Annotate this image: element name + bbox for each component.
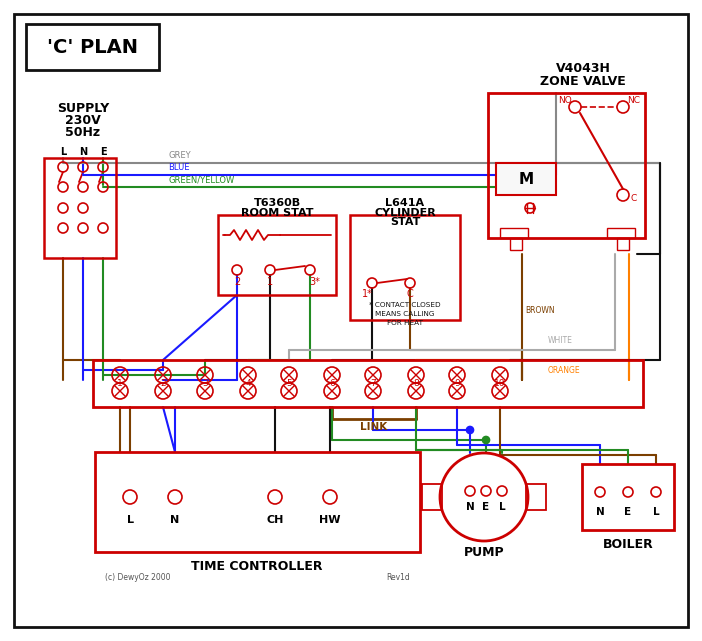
Text: GREEN/YELLOW: GREEN/YELLOW xyxy=(168,175,234,184)
Text: NC: NC xyxy=(628,96,640,104)
Text: SUPPLY: SUPPLY xyxy=(57,101,109,115)
Text: ZONE VALVE: ZONE VALVE xyxy=(540,74,626,88)
Text: Rev1d: Rev1d xyxy=(386,572,410,581)
Text: 2: 2 xyxy=(160,378,166,388)
Text: E: E xyxy=(625,507,632,517)
Bar xyxy=(617,238,629,250)
Text: C: C xyxy=(631,194,637,203)
Text: 'C' PLAN: 'C' PLAN xyxy=(46,38,138,56)
Text: BLUE: BLUE xyxy=(168,163,190,172)
Text: ROOM STAT: ROOM STAT xyxy=(241,208,313,218)
Bar xyxy=(95,452,420,552)
Text: FOR HEAT: FOR HEAT xyxy=(387,320,423,326)
Text: 1*: 1* xyxy=(362,289,373,299)
Text: L: L xyxy=(126,515,133,525)
Text: L: L xyxy=(498,502,505,512)
Bar xyxy=(488,93,645,238)
Text: 5: 5 xyxy=(286,378,292,388)
Text: 2: 2 xyxy=(234,277,240,287)
Bar xyxy=(526,484,546,510)
Text: T6360B: T6360B xyxy=(253,198,300,208)
Text: 9: 9 xyxy=(454,378,460,388)
Text: 50Hz: 50Hz xyxy=(65,126,100,138)
Text: E: E xyxy=(482,502,489,512)
Text: CYLINDER: CYLINDER xyxy=(374,208,436,218)
Text: BROWN: BROWN xyxy=(525,306,555,315)
Text: 1: 1 xyxy=(267,277,273,287)
Text: ORANGE: ORANGE xyxy=(548,365,581,374)
Bar xyxy=(93,360,643,407)
Text: STAT: STAT xyxy=(390,217,420,227)
Bar xyxy=(26,24,159,70)
Text: CH: CH xyxy=(266,515,284,525)
Text: N: N xyxy=(465,502,475,512)
Text: 6: 6 xyxy=(329,378,335,388)
Bar xyxy=(350,215,460,320)
Text: E: E xyxy=(100,147,106,157)
Bar xyxy=(496,163,556,195)
Text: MEANS CALLING: MEANS CALLING xyxy=(376,311,435,317)
Text: 4: 4 xyxy=(245,378,251,388)
Bar xyxy=(218,215,336,295)
Text: GREY: GREY xyxy=(168,151,191,160)
Text: (c) DewyOz 2000: (c) DewyOz 2000 xyxy=(105,572,171,581)
Text: M: M xyxy=(519,172,534,187)
Bar xyxy=(422,484,442,510)
Text: PUMP: PUMP xyxy=(464,547,504,560)
Text: L641A: L641A xyxy=(385,198,425,208)
Text: WHITE: WHITE xyxy=(548,335,573,344)
Text: BOILER: BOILER xyxy=(602,538,654,551)
Circle shape xyxy=(467,426,474,433)
Text: V4043H: V4043H xyxy=(555,62,611,74)
Text: 10: 10 xyxy=(494,378,505,388)
Text: 1: 1 xyxy=(117,378,123,388)
Text: TIME CONTROLLER: TIME CONTROLLER xyxy=(191,560,323,572)
Bar xyxy=(510,238,522,250)
Circle shape xyxy=(482,437,489,444)
Text: C: C xyxy=(406,289,413,299)
Text: N: N xyxy=(79,147,87,157)
Text: 3*: 3* xyxy=(310,277,320,287)
Text: * CONTACT CLOSED: * CONTACT CLOSED xyxy=(369,302,441,308)
Bar xyxy=(607,228,635,238)
Bar xyxy=(44,158,116,258)
Text: N: N xyxy=(595,507,604,517)
Text: L: L xyxy=(653,507,659,517)
Text: 7: 7 xyxy=(370,378,376,388)
Text: NO: NO xyxy=(558,96,572,104)
Text: N: N xyxy=(171,515,180,525)
Bar xyxy=(582,464,674,530)
Text: HW: HW xyxy=(319,515,340,525)
Text: 8: 8 xyxy=(413,378,419,388)
Text: 3: 3 xyxy=(202,378,208,388)
Bar xyxy=(500,228,528,238)
Text: 230V: 230V xyxy=(65,113,101,126)
Text: LINK: LINK xyxy=(360,422,388,432)
Text: L: L xyxy=(60,147,66,157)
